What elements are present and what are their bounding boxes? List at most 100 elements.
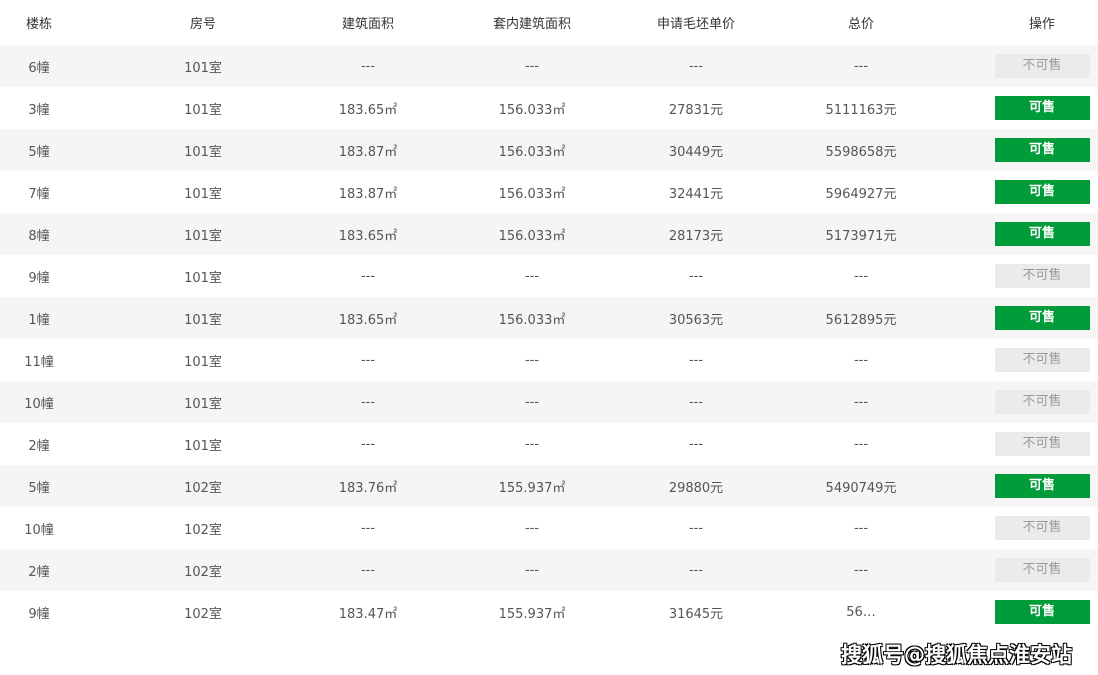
cell-unit-price: 28173元 bbox=[668, 228, 724, 244]
cell-action: 不可售 bbox=[986, 507, 1098, 549]
cell-inner-area: 156.033㎡ bbox=[498, 186, 566, 202]
cell-total-price: --- bbox=[853, 394, 869, 410]
cell-gross-area: 183.76㎡ bbox=[338, 480, 398, 496]
cell-room: 102室 bbox=[184, 480, 222, 496]
cell-gross-area: --- bbox=[360, 268, 376, 284]
cell-action: 不可售 bbox=[986, 45, 1098, 87]
cell-inner-area: 156.033㎡ bbox=[498, 102, 566, 118]
cell-action: 可售 bbox=[986, 591, 1098, 633]
cell-building: 9幢 bbox=[28, 606, 50, 622]
cell-total-price: --- bbox=[853, 352, 869, 368]
cell-inner-area: --- bbox=[524, 352, 540, 368]
units-table: 楼栋 房号 建筑面积 套内建筑面积 申请毛坯单价 总价 操作 6幢 101室 --- --- ---… bbox=[0, 0, 1098, 633]
table-row: 9幢 102室 183.47㎡ 155.937㎡ 31645元 56… 可售 bbox=[0, 591, 1098, 633]
cell-total-price: 5490749元 bbox=[825, 480, 897, 496]
cell-room: 101室 bbox=[184, 60, 222, 76]
cell-unit-price: 29880元 bbox=[668, 480, 724, 496]
cell-building: 10幢 bbox=[24, 396, 54, 412]
header-unit-price: 申请毛坯单价 bbox=[656, 17, 735, 32]
cell-room: 102室 bbox=[184, 606, 222, 622]
unavailable-button: 不可售 bbox=[994, 348, 1090, 372]
available-button[interactable]: 可售 bbox=[994, 306, 1090, 330]
cell-gross-area: --- bbox=[360, 352, 376, 368]
table-header: 楼栋 房号 建筑面积 套内建筑面积 申请毛坯单价 总价 操作 bbox=[0, 0, 1098, 45]
cell-gross-area: 183.65㎡ bbox=[338, 102, 398, 118]
cell-unit-price: --- bbox=[688, 520, 704, 536]
header-total-price: 总价 bbox=[847, 17, 874, 32]
unavailable-button: 不可售 bbox=[994, 390, 1090, 414]
cell-unit-price: 30563元 bbox=[668, 312, 724, 328]
cell-gross-area: --- bbox=[360, 436, 376, 452]
cell-action: 可售 bbox=[986, 213, 1098, 255]
cell-total-price: --- bbox=[853, 436, 869, 452]
cell-inner-area: --- bbox=[524, 394, 540, 410]
available-button[interactable]: 可售 bbox=[994, 96, 1090, 120]
cell-gross-area: --- bbox=[360, 520, 376, 536]
header-room: 房号 bbox=[189, 17, 216, 32]
cell-building: 5幢 bbox=[28, 480, 50, 496]
cell-inner-area: 156.033㎡ bbox=[498, 312, 566, 328]
cell-room: 101室 bbox=[184, 102, 222, 118]
available-button[interactable]: 可售 bbox=[994, 474, 1090, 498]
table-row: 10幢 102室 --- --- --- --- 不可售 bbox=[0, 507, 1098, 549]
cell-unit-price: --- bbox=[688, 268, 704, 284]
cell-action: 不可售 bbox=[986, 381, 1098, 423]
cell-inner-area: --- bbox=[524, 562, 540, 578]
cell-building: 3幢 bbox=[28, 102, 50, 118]
cell-inner-area: --- bbox=[524, 268, 540, 284]
unavailable-button: 不可售 bbox=[994, 516, 1090, 540]
cell-unit-price: 32441元 bbox=[668, 186, 724, 202]
cell-action: 不可售 bbox=[986, 423, 1098, 465]
cell-building: 9幢 bbox=[28, 270, 50, 286]
table-row: 5幢 101室 183.87㎡ 156.033㎡ 30449元 5598658元 可售 bbox=[0, 129, 1098, 171]
cell-total-price: 5598658元 bbox=[825, 144, 897, 160]
cell-unit-price: --- bbox=[688, 352, 704, 368]
cell-unit-price: --- bbox=[688, 58, 704, 74]
table-row: 11幢 101室 --- --- --- --- 不可售 bbox=[0, 339, 1098, 381]
table-row: 1幢 101室 183.65㎡ 156.033㎡ 30563元 5612895元 可售 bbox=[0, 297, 1098, 339]
table-row: 8幢 101室 183.65㎡ 156.033㎡ 28173元 5173971元 可售 bbox=[0, 213, 1098, 255]
available-button[interactable]: 可售 bbox=[994, 222, 1090, 246]
cell-room: 101室 bbox=[184, 270, 222, 286]
available-button[interactable]: 可售 bbox=[994, 600, 1090, 624]
cell-action: 不可售 bbox=[986, 339, 1098, 381]
cell-building: 11幢 bbox=[24, 354, 54, 370]
table-row: 5幢 102室 183.76㎡ 155.937㎡ 29880元 5490749元 可售 bbox=[0, 465, 1098, 507]
cell-inner-area: 155.937㎡ bbox=[498, 606, 566, 622]
cell-inner-area: --- bbox=[524, 520, 540, 536]
cell-inner-area: 156.033㎡ bbox=[498, 144, 566, 160]
unavailable-button: 不可售 bbox=[994, 558, 1090, 582]
unavailable-button: 不可售 bbox=[994, 264, 1090, 288]
header-gross-area: 建筑面积 bbox=[341, 17, 394, 32]
cell-room: 101室 bbox=[184, 312, 222, 328]
cell-action: 可售 bbox=[986, 171, 1098, 213]
cell-inner-area: --- bbox=[524, 436, 540, 452]
cell-gross-area: 183.87㎡ bbox=[338, 186, 398, 202]
table-row: 2幢 102室 --- --- --- --- 不可售 bbox=[0, 549, 1098, 591]
cell-action: 不可售 bbox=[986, 549, 1098, 591]
cell-gross-area: --- bbox=[360, 562, 376, 578]
cell-building: 1幢 bbox=[28, 312, 50, 328]
cell-action: 可售 bbox=[986, 87, 1098, 129]
cell-unit-price: --- bbox=[688, 436, 704, 452]
cell-building: 7幢 bbox=[28, 186, 50, 202]
cell-building: 5幢 bbox=[28, 144, 50, 160]
table-row: 7幢 101室 183.87㎡ 156.033㎡ 32441元 5964927元 可售 bbox=[0, 171, 1098, 213]
cell-unit-price: 27831元 bbox=[668, 102, 724, 118]
cell-total-price: 5964927元 bbox=[825, 186, 897, 202]
cell-unit-price: 31645元 bbox=[668, 606, 724, 622]
available-button[interactable]: 可售 bbox=[994, 180, 1090, 204]
cell-total-price: 5612895元 bbox=[825, 312, 897, 328]
cell-total-price: --- bbox=[853, 520, 869, 536]
cell-action: 可售 bbox=[986, 465, 1098, 507]
unavailable-button: 不可售 bbox=[994, 54, 1090, 78]
available-button[interactable]: 可售 bbox=[994, 138, 1090, 162]
cell-gross-area: 183.65㎡ bbox=[338, 228, 398, 244]
cell-unit-price: --- bbox=[688, 394, 704, 410]
cell-action: 可售 bbox=[986, 297, 1098, 339]
cell-total-price: --- bbox=[853, 58, 869, 74]
cell-unit-price: --- bbox=[688, 562, 704, 578]
cell-room: 101室 bbox=[184, 228, 222, 244]
cell-room: 101室 bbox=[184, 186, 222, 202]
table-row: 2幢 101室 --- --- --- --- 不可售 bbox=[0, 423, 1098, 465]
